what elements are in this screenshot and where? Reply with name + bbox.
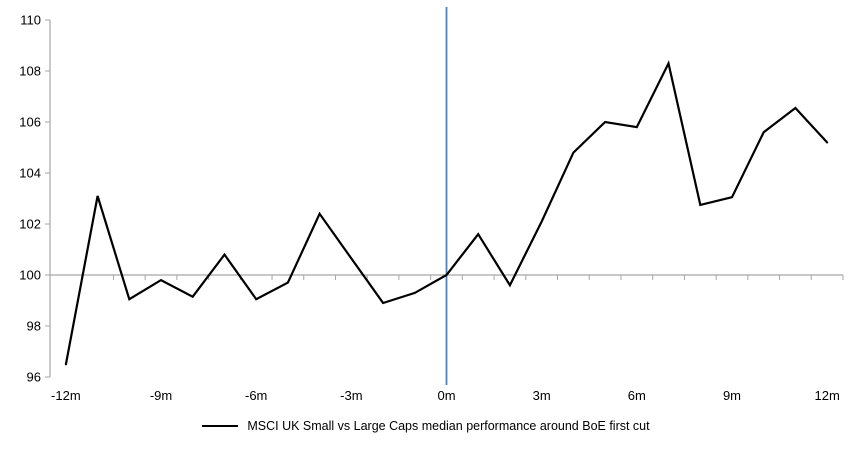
x-axis-tick-label: 3m: [533, 388, 551, 403]
series-line: [64, 60, 829, 366]
y-axis-tick-label: 96: [27, 370, 41, 385]
y-axis-tick-label: 108: [19, 64, 41, 79]
x-axis-tick-label: 9m: [723, 388, 741, 403]
x-axis-tick-label: -9m: [150, 388, 172, 403]
x-axis-tick-label: 6m: [628, 388, 646, 403]
x-axis-tick-label: -12m: [51, 388, 81, 403]
legend: MSCI UK Small vs Large Caps median perfo…: [0, 417, 852, 435]
x-axis-tick-label: -3m: [340, 388, 362, 403]
x-axis-tick-label: 12m: [814, 388, 839, 403]
legend-line-sample: [202, 425, 239, 427]
y-axis-tick-label: 110: [20, 13, 41, 28]
x-axis-tick-label: 0m: [437, 388, 455, 403]
y-axis-tick-label: 106: [19, 115, 41, 130]
y-axis-tick-label: 102: [19, 217, 41, 232]
y-axis-tick-label: 98: [27, 319, 41, 334]
y-axis-tick-label: 100: [19, 268, 41, 283]
legend-label: MSCI UK Small vs Large Caps median perfo…: [247, 419, 650, 433]
x-axis-tick-label: -6m: [245, 388, 267, 403]
y-axis-tick-label: 104: [19, 166, 41, 181]
